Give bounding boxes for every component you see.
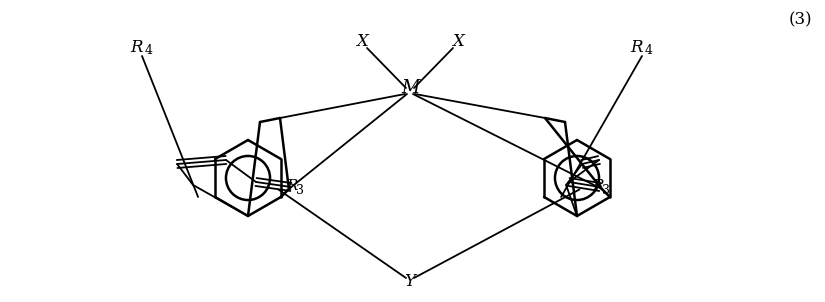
Text: X: X	[452, 34, 464, 50]
Text: M: M	[401, 79, 419, 97]
Text: R: R	[629, 40, 642, 56]
Text: 3: 3	[602, 185, 610, 198]
Text: X: X	[356, 34, 368, 50]
Text: 4: 4	[645, 44, 653, 57]
Text: 3: 3	[296, 185, 304, 198]
Text: (3): (3)	[788, 11, 812, 28]
Text: 4: 4	[145, 44, 153, 57]
Text: R: R	[286, 179, 297, 193]
Text: R: R	[130, 40, 142, 56]
Text: Y: Y	[404, 274, 416, 291]
Text: R: R	[592, 179, 603, 193]
